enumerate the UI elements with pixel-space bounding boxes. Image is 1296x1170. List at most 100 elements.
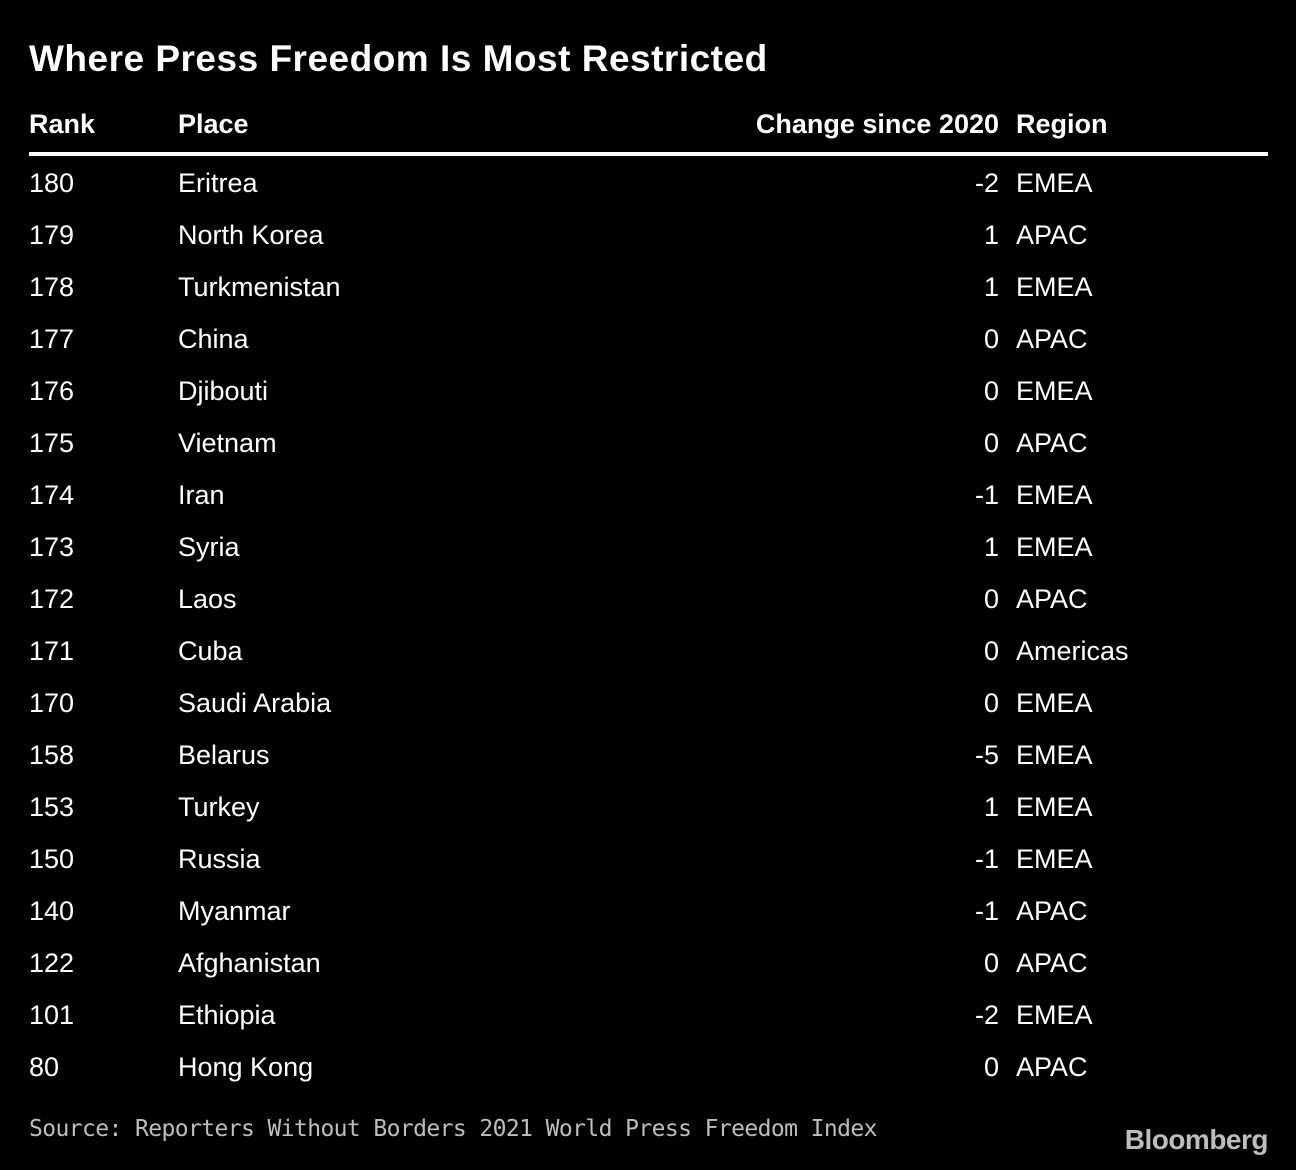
table-row: 179 North Korea 1 APAC xyxy=(29,208,1268,260)
cell-region: EMEA xyxy=(1016,480,1093,510)
table-row: 140 Myanmar -1 APAC xyxy=(29,884,1268,936)
cell-rank: 80 xyxy=(29,1052,60,1082)
cell-change: -1 xyxy=(974,480,999,510)
cell-rank: 176 xyxy=(29,376,75,406)
table-row: 101 Ethiopia -2 EMEA xyxy=(29,988,1268,1040)
header-change: Change since 2020 xyxy=(755,109,999,139)
cell-region: EMEA xyxy=(1016,376,1093,406)
table-row: 80 Hong Kong 0 APAC xyxy=(29,1040,1268,1092)
cell-region: EMEA xyxy=(1016,168,1093,198)
cell-region: EMEA xyxy=(1016,740,1093,770)
table-row: 150 Russia -1 EMEA xyxy=(29,832,1268,884)
chart-title: Where Press Freedom Is Most Restricted xyxy=(29,38,768,79)
cell-region: APAC xyxy=(1016,324,1088,354)
cell-change: 1 xyxy=(983,272,999,302)
cell-rank: 173 xyxy=(29,532,75,562)
cell-rank: 175 xyxy=(29,428,75,458)
cell-rank: 172 xyxy=(29,584,75,614)
cell-change: 0 xyxy=(983,584,999,614)
table-row: 158 Belarus -5 EMEA xyxy=(29,728,1268,780)
cell-region: APAC xyxy=(1016,220,1088,250)
cell-region: APAC xyxy=(1016,1052,1088,1082)
cell-place: Belarus xyxy=(178,740,270,770)
cell-place: Afghanistan xyxy=(178,948,321,978)
cell-region: APAC xyxy=(1016,428,1088,458)
cell-change: -5 xyxy=(974,740,999,770)
cell-region: APAC xyxy=(1016,948,1088,978)
cell-place: North Korea xyxy=(178,220,324,250)
cell-rank: 177 xyxy=(29,324,75,354)
table-row: 175 Vietnam 0 APAC xyxy=(29,416,1268,468)
cell-change: 0 xyxy=(983,376,999,406)
cell-rank: 122 xyxy=(29,948,75,978)
cell-change: 1 xyxy=(983,220,999,250)
cell-change: -2 xyxy=(974,168,999,198)
cell-place: Eritrea xyxy=(178,168,258,198)
cell-place: Iran xyxy=(178,480,225,510)
cell-change: -2 xyxy=(974,1000,999,1030)
cell-region: EMEA xyxy=(1016,532,1093,562)
cell-change: 0 xyxy=(983,948,999,978)
table-row: 173 Syria 1 EMEA xyxy=(29,520,1268,572)
cell-rank: 170 xyxy=(29,688,75,718)
cell-rank: 180 xyxy=(29,168,75,198)
table-row: 174 Iran -1 EMEA xyxy=(29,468,1268,520)
table-row: 171 Cuba 0 Americas xyxy=(29,624,1268,676)
cell-place: Turkey xyxy=(178,792,260,822)
cell-rank: 158 xyxy=(29,740,75,770)
cell-place: Russia xyxy=(178,844,261,874)
cell-change: 0 xyxy=(983,428,999,458)
cell-region: EMEA xyxy=(1016,792,1093,822)
table-row: 177 China 0 APAC xyxy=(29,312,1268,364)
cell-change: 1 xyxy=(983,792,999,822)
cell-place: Vietnam xyxy=(178,428,277,458)
cell-change: 0 xyxy=(983,1052,999,1082)
header-region: Region xyxy=(1016,109,1108,139)
table-row: 176 Djibouti 0 EMEA xyxy=(29,364,1268,416)
table-body: 180 Eritrea -2 EMEA 179 North Korea 1 APAC 178 Tu… xyxy=(29,156,1268,1092)
cell-rank: 101 xyxy=(29,1000,75,1030)
header-rank: Rank xyxy=(29,109,96,139)
source-note: Source: Reporters Without Borders 2021 W… xyxy=(29,1116,877,1142)
header-place: Place xyxy=(178,109,249,139)
table-row: 172 Laos 0 APAC xyxy=(29,572,1268,624)
table-header: Rank Place Change since 2020 Region xyxy=(29,100,1268,156)
table-row: 178 Turkmenistan 1 EMEA xyxy=(29,260,1268,312)
cell-region: APAC xyxy=(1016,584,1088,614)
cell-place: Cuba xyxy=(178,636,243,666)
cell-rank: 174 xyxy=(29,480,75,510)
cell-region: EMEA xyxy=(1016,1000,1093,1030)
cell-change: -1 xyxy=(974,844,999,874)
cell-change: 0 xyxy=(983,688,999,718)
cell-region: EMEA xyxy=(1016,844,1093,874)
cell-place: Hong Kong xyxy=(178,1052,314,1082)
cell-place: Ethiopia xyxy=(178,1000,276,1030)
cell-place: Djibouti xyxy=(178,376,269,406)
press-freedom-table: Rank Place Change since 2020 Region 180 E… xyxy=(29,100,1268,1092)
cell-rank: 153 xyxy=(29,792,75,822)
cell-rank: 179 xyxy=(29,220,75,250)
cell-region: EMEA xyxy=(1016,688,1093,718)
table-row: 122 Afghanistan 0 APAC xyxy=(29,936,1268,988)
cell-place: Saudi Arabia xyxy=(178,688,332,718)
cell-change: -1 xyxy=(974,896,999,926)
table-row: 170 Saudi Arabia 0 EMEA xyxy=(29,676,1268,728)
cell-rank: 150 xyxy=(29,844,75,874)
cell-change: 0 xyxy=(983,324,999,354)
cell-change: 1 xyxy=(983,532,999,562)
cell-rank: 171 xyxy=(29,636,75,666)
cell-place: Turkmenistan xyxy=(178,272,341,302)
cell-place: Myanmar xyxy=(178,896,291,926)
table-row: 153 Turkey 1 EMEA xyxy=(29,780,1268,832)
table-row: 180 Eritrea -2 EMEA xyxy=(29,156,1268,208)
cell-region: Americas xyxy=(1016,636,1129,666)
cell-region: APAC xyxy=(1016,896,1088,926)
cell-change: 0 xyxy=(983,636,999,666)
cell-place: China xyxy=(178,324,249,354)
bloomberg-logo: Bloomberg xyxy=(1124,1124,1269,1155)
cell-rank: 140 xyxy=(29,896,75,926)
cell-place: Laos xyxy=(178,584,237,614)
cell-place: Syria xyxy=(178,532,240,562)
cell-rank: 178 xyxy=(29,272,75,302)
cell-region: EMEA xyxy=(1016,272,1093,302)
